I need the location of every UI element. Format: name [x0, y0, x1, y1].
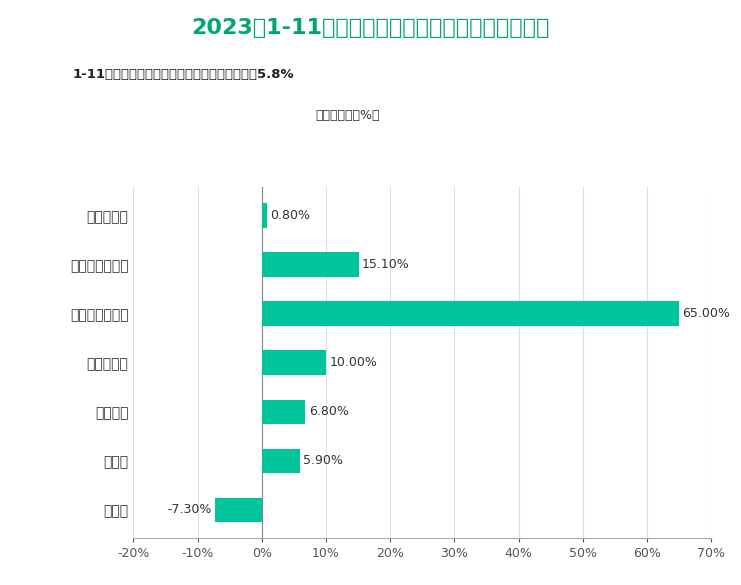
Bar [262, 350, 326, 375]
Bar [262, 301, 679, 326]
Text: 10.00%: 10.00% [329, 356, 377, 369]
Bar [262, 252, 359, 277]
Text: 65.00%: 65.00% [682, 307, 731, 320]
Text: 6.80%: 6.80% [309, 405, 348, 418]
Text: 1-11月份，保定市规模以上工业增加值同比增长5.8%: 1-11月份，保定市规模以上工业增加值同比增长5.8% [73, 68, 294, 81]
Text: 0.80%: 0.80% [270, 209, 310, 222]
Text: 2023年1-11月保定市规模以上工业增加值增长情况: 2023年1-11月保定市规模以上工业增加值增长情况 [191, 18, 550, 37]
Text: 5.90%: 5.90% [303, 455, 343, 467]
Bar [262, 449, 299, 473]
Bar [262, 203, 267, 228]
Bar [215, 498, 262, 522]
Bar [262, 400, 305, 424]
Text: 增加值增长（%）: 增加值增长（%） [315, 109, 379, 122]
Text: -7.30%: -7.30% [167, 504, 212, 517]
Text: 15.10%: 15.10% [362, 258, 410, 271]
